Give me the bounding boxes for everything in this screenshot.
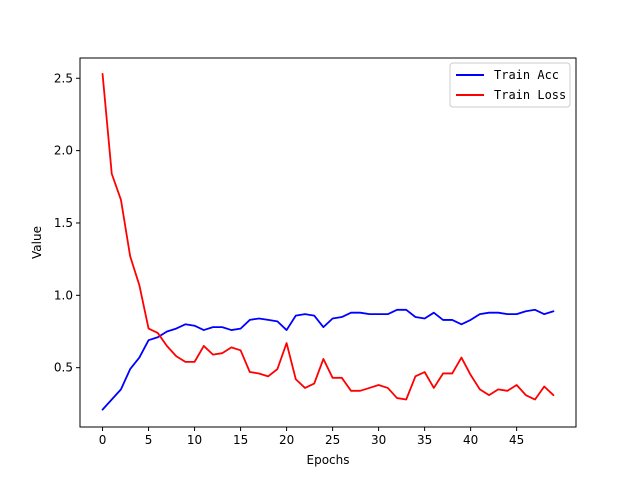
x-tick-label: 10 [187,433,202,447]
x-axis-label: Epochs [307,453,350,467]
x-tick-label: 25 [325,433,340,447]
y-tick-label: 1.5 [54,216,73,230]
y-axis-label: Value [30,226,44,259]
x-tick-label: 0 [99,433,107,447]
x-tick-label: 5 [145,433,153,447]
x-tick-label: 30 [371,433,386,447]
x-tick-label: 20 [279,433,294,447]
legend: Train Acc Train Loss [449,62,571,108]
y-tick-label: 2.5 [54,71,73,85]
y-tick-label: 1.0 [54,288,73,302]
y-axis-ticks: 0.5 1.0 1.5 2.0 2.5 [54,71,80,375]
series-line-train-loss [101,73,555,401]
legend-label-train-loss: Train Loss [494,88,566,102]
y-tick-label: 0.5 [54,361,73,375]
plot-area [79,57,577,428]
x-tick-label: 40 [463,433,478,447]
legend-label-train-acc: Train Acc [494,68,559,82]
x-tick-label: 35 [417,433,432,447]
x-tick-label: 15 [233,433,248,447]
x-axis-ticks: 0 5 10 15 20 25 30 35 40 45 [99,427,524,447]
series-line-train-acc [101,308,555,411]
x-tick-label: 45 [509,433,524,447]
y-tick-label: 2.0 [54,144,73,158]
series-lines [101,73,555,411]
